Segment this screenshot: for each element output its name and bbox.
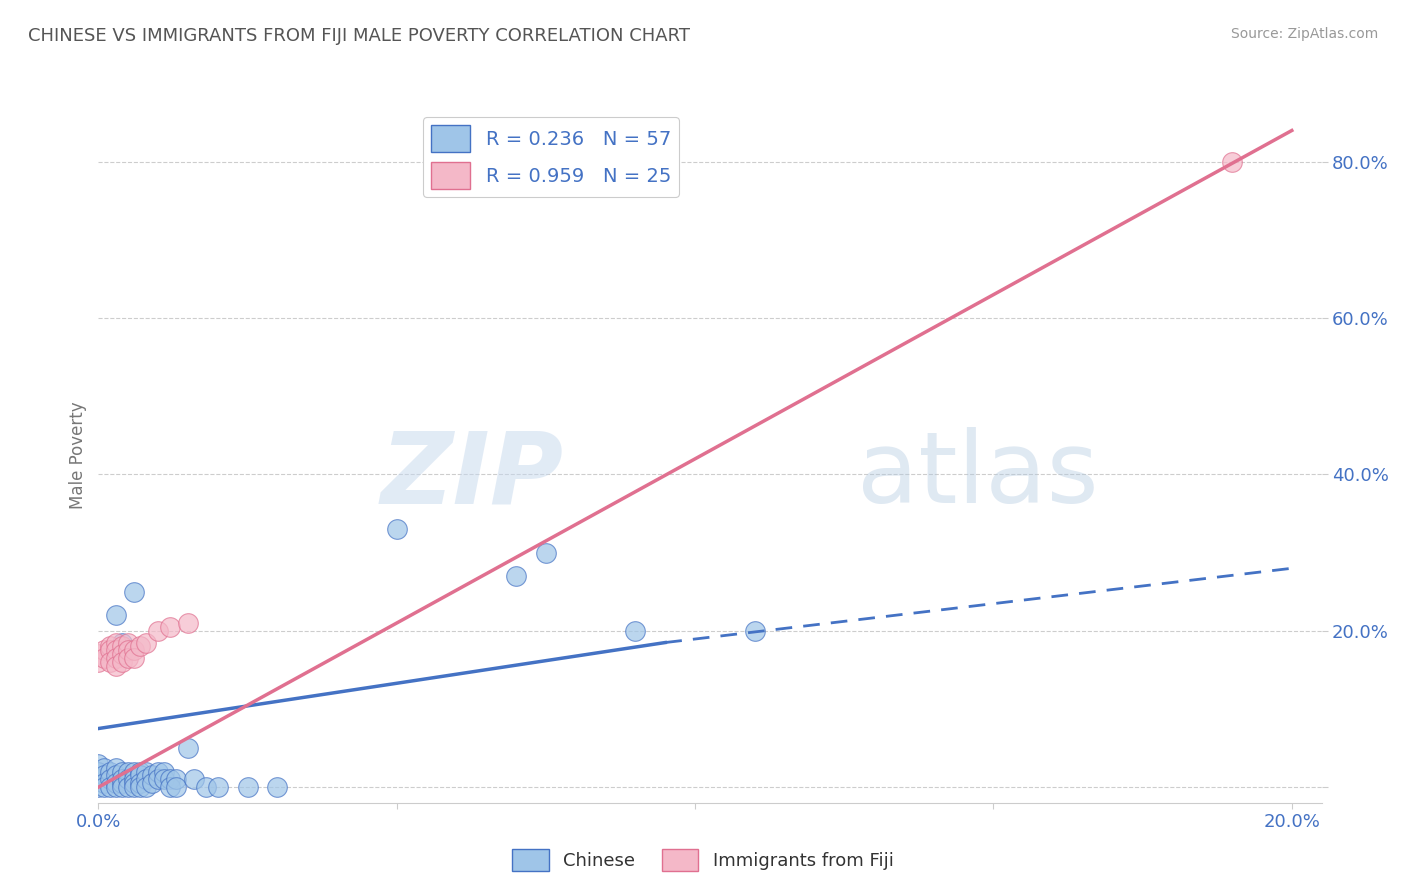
Text: atlas: atlas (856, 427, 1098, 524)
Point (117, 772, 139, 787)
Point (141, 768, 163, 782)
Point (385, 522, 408, 536)
Point (177, 741, 200, 756)
Text: Source: ZipAtlas.com: Source: ZipAtlas.com (1230, 27, 1378, 41)
Point (105, 651, 128, 665)
Point (505, 569, 527, 583)
Point (122, 776, 145, 790)
Point (117, 643, 139, 657)
Point (207, 780, 229, 794)
Point (87, 655, 110, 669)
Point (117, 764, 139, 779)
Point (105, 659, 128, 673)
Point (122, 584, 145, 599)
Point (98, 640, 121, 654)
Point (87, 772, 110, 787)
Point (117, 635, 139, 649)
Point (111, 776, 134, 790)
Point (111, 764, 134, 779)
Point (159, 780, 181, 794)
Point (141, 776, 163, 790)
Point (98, 643, 121, 657)
Point (534, 546, 557, 560)
Point (93, 643, 115, 657)
Text: CHINESE VS IMMIGRANTS FROM FIJI MALE POVERTY CORRELATION CHART: CHINESE VS IMMIGRANTS FROM FIJI MALE POV… (28, 27, 690, 45)
Point (135, 772, 157, 787)
Point (122, 651, 145, 665)
Point (111, 635, 134, 649)
Point (129, 768, 152, 782)
Point (93, 651, 115, 665)
Point (117, 651, 139, 665)
Point (135, 764, 157, 779)
Point (194, 780, 217, 794)
Point (129, 780, 152, 794)
Point (93, 768, 115, 782)
Text: ZIP: ZIP (380, 427, 564, 524)
Point (105, 768, 128, 782)
Point (93, 776, 115, 790)
Point (122, 643, 145, 657)
Point (105, 776, 128, 790)
Point (105, 635, 128, 649)
Point (105, 643, 128, 657)
Legend: Chinese, Immigrants from Fiji: Chinese, Immigrants from Fiji (505, 842, 901, 879)
Y-axis label: Male Poverty: Male Poverty (69, 401, 87, 508)
Point (135, 635, 157, 649)
Point (87, 780, 110, 794)
Point (87, 764, 110, 779)
Point (129, 764, 152, 779)
Point (98, 772, 121, 787)
Point (122, 764, 145, 779)
Point (159, 620, 181, 634)
Point (111, 780, 134, 794)
Point (98, 655, 121, 669)
Point (236, 780, 259, 794)
Point (129, 640, 152, 654)
Point (98, 764, 121, 779)
Point (122, 772, 145, 787)
Point (146, 764, 169, 779)
Point (87, 647, 110, 661)
Legend: R = 0.236   N = 57, R = 0.959   N = 25: R = 0.236 N = 57, R = 0.959 N = 25 (423, 117, 679, 197)
Point (177, 615, 200, 630)
Point (266, 780, 288, 794)
Point (129, 776, 152, 790)
Point (105, 608, 128, 623)
Point (165, 772, 187, 787)
Point (93, 780, 115, 794)
Point (1220, 154, 1243, 169)
Point (165, 780, 187, 794)
Point (117, 780, 139, 794)
Point (146, 624, 169, 638)
Point (153, 764, 176, 779)
Point (135, 780, 157, 794)
Point (98, 780, 121, 794)
Point (183, 772, 205, 787)
Point (624, 624, 647, 638)
Point (111, 640, 134, 654)
Point (153, 772, 176, 787)
Point (111, 655, 134, 669)
Point (159, 772, 181, 787)
Point (87, 756, 110, 771)
Point (93, 761, 115, 775)
Point (122, 780, 145, 794)
Point (111, 647, 134, 661)
Point (105, 780, 128, 794)
Point (744, 624, 766, 638)
Point (111, 772, 134, 787)
Point (146, 772, 169, 787)
Point (105, 761, 128, 775)
